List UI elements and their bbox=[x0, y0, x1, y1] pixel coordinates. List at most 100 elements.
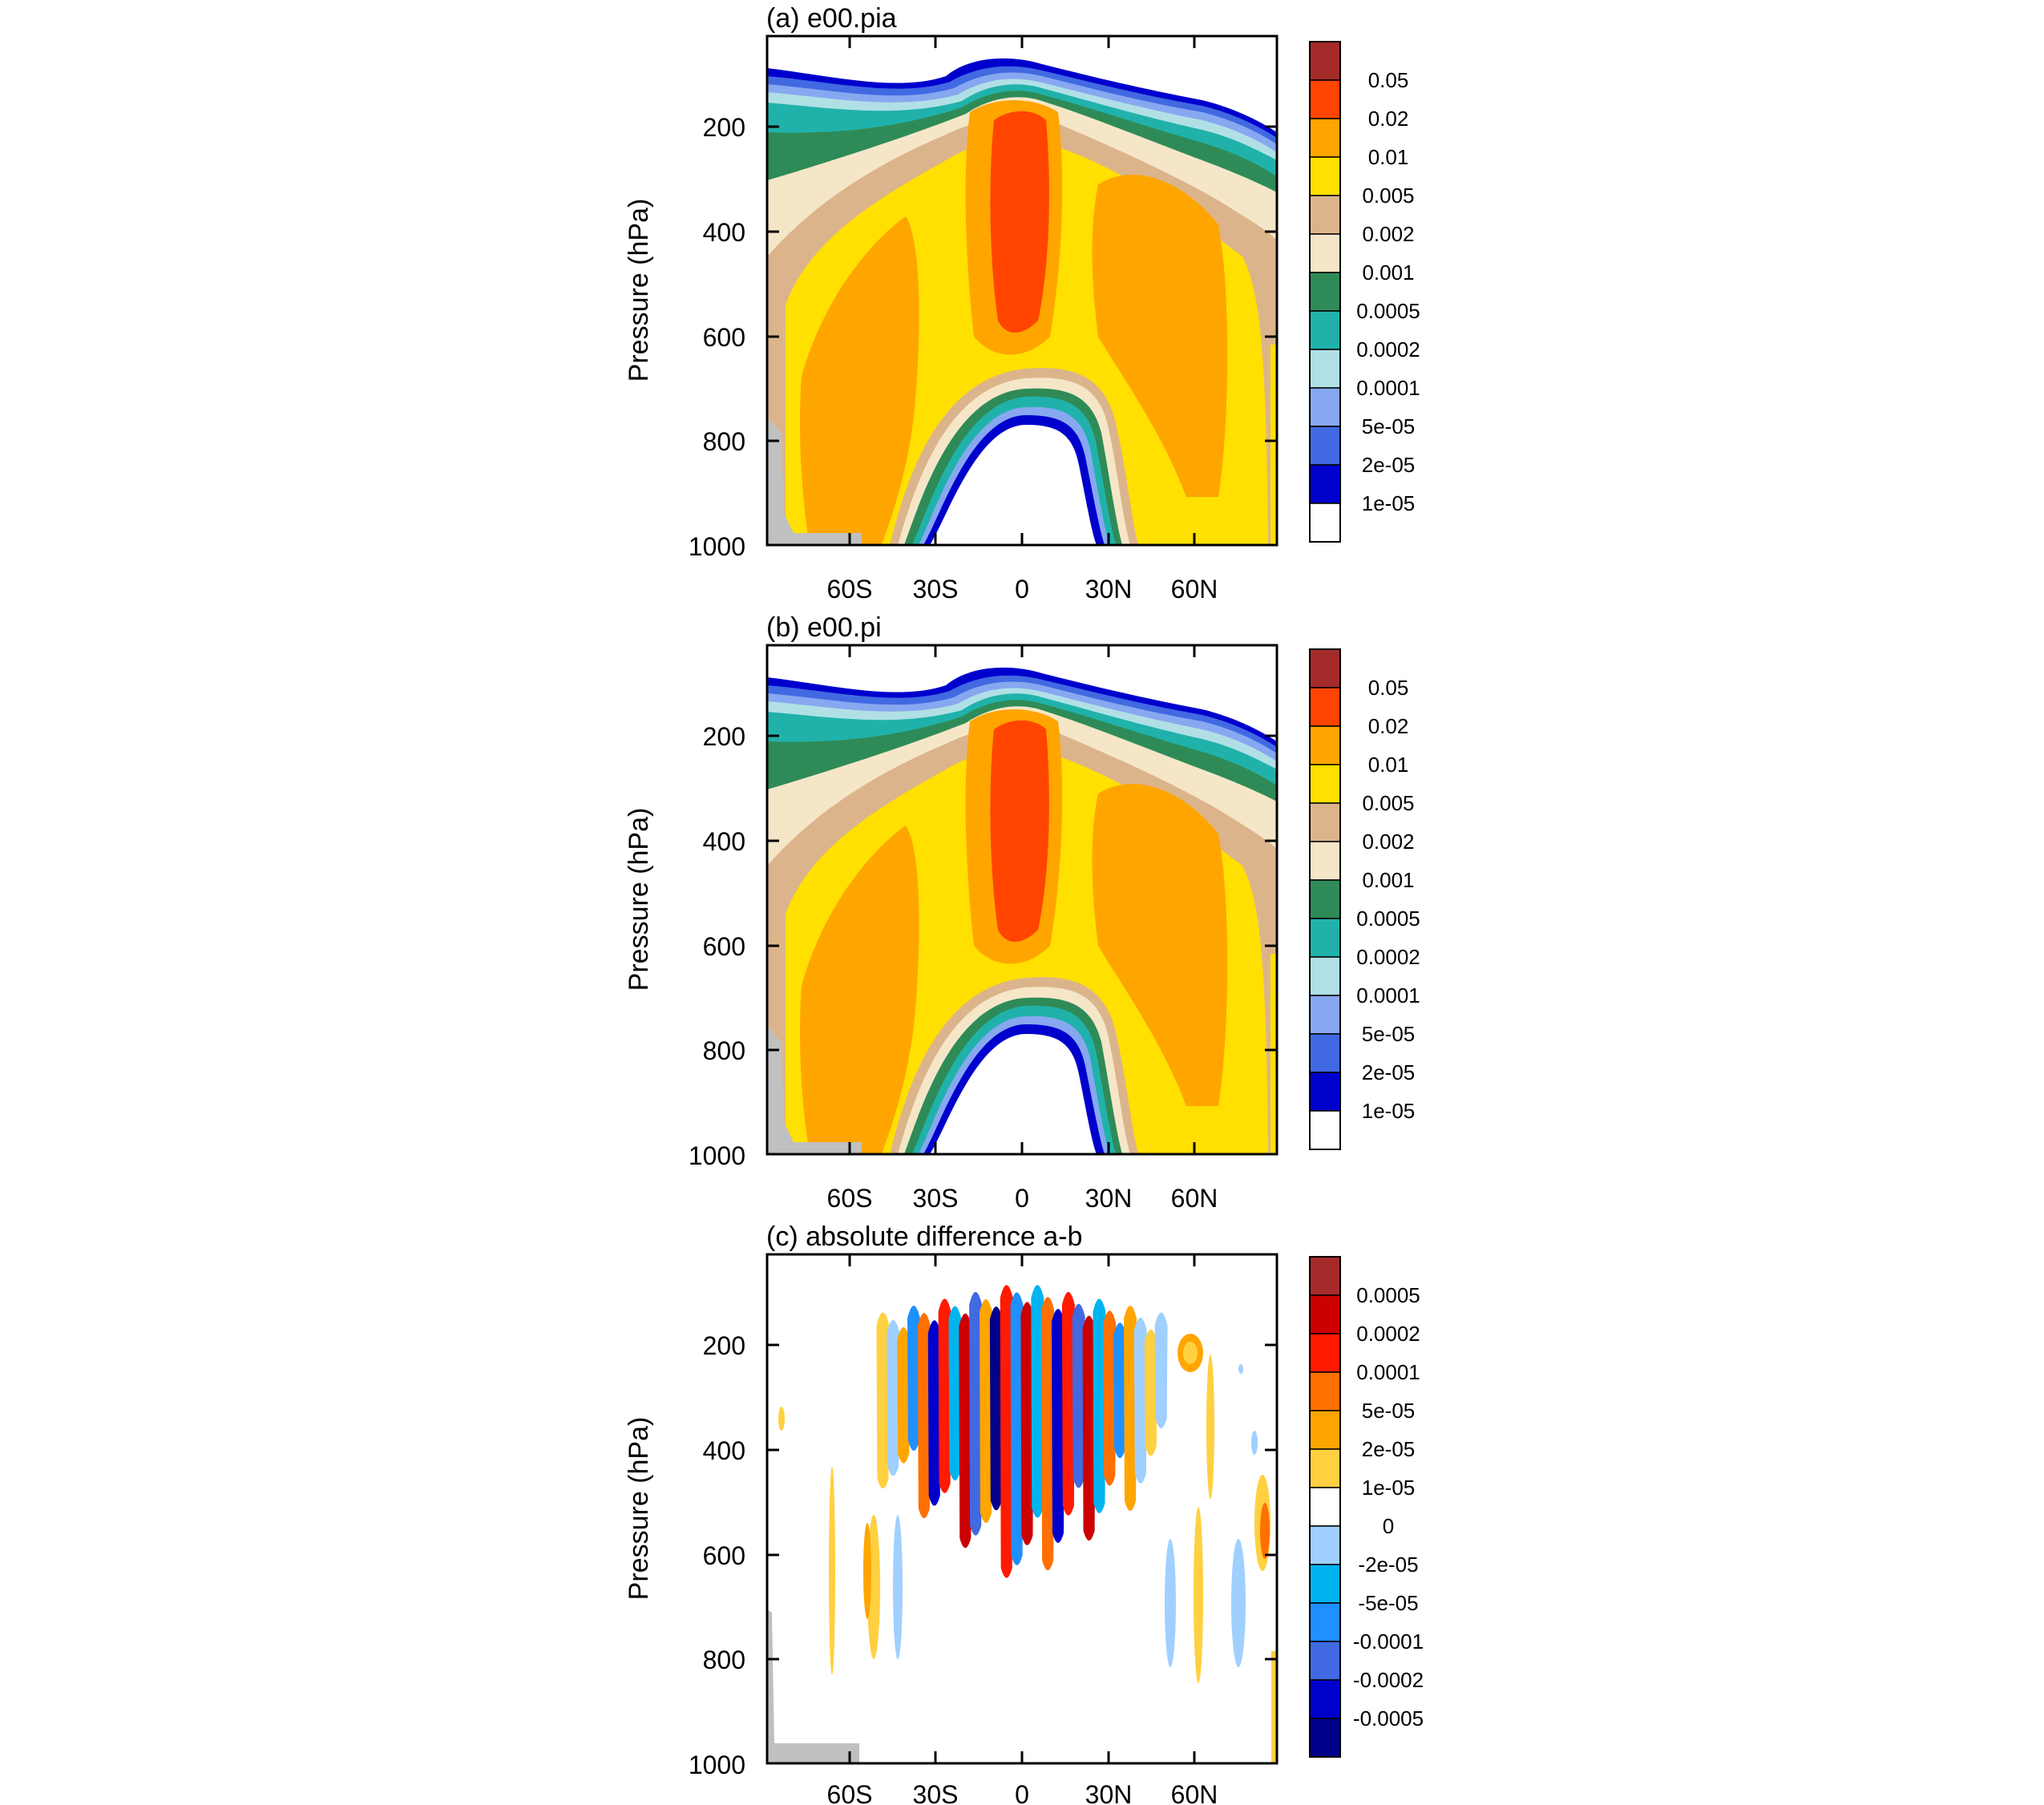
panel-c-colorbar: 0.0005 0.0002 0.0001 5e-05 2e-05 1e-05 0 -2e-05… bbox=[1309, 1256, 1424, 1758]
colorbar-box bbox=[1309, 956, 1341, 996]
colorbar-label: 0.05 bbox=[1368, 68, 1409, 92]
colorbar-label: 0.02 bbox=[1368, 107, 1409, 131]
difference-stripe bbox=[1133, 1317, 1147, 1484]
panel-a-ytick: 600 bbox=[703, 323, 745, 352]
colorbar-label: 0.002 bbox=[1362, 830, 1414, 854]
colorbar-box bbox=[1309, 648, 1341, 688]
colorbar-label: 5e-05 bbox=[1362, 1399, 1416, 1423]
colorbar-box bbox=[1309, 802, 1341, 842]
colorbar-label: 0.002 bbox=[1362, 222, 1414, 246]
panel-b-yaxis: 200 400 600 800 1000 bbox=[689, 722, 1277, 1170]
difference-stripes bbox=[876, 1285, 1168, 1578]
panel-b-ytick: 600 bbox=[703, 932, 745, 961]
panel-b-xtick: 30N bbox=[1085, 1184, 1133, 1213]
panel-a-ylabel: Pressure (hPa) bbox=[624, 199, 654, 382]
colorbar-box bbox=[1309, 118, 1341, 158]
contour-patch bbox=[1260, 1503, 1270, 1559]
colorbar-box bbox=[1309, 1072, 1341, 1112]
difference-stripe bbox=[927, 1320, 941, 1506]
colorbar-box bbox=[1309, 1110, 1341, 1150]
contour-patch bbox=[1206, 1355, 1214, 1499]
contour-band bbox=[1092, 175, 1228, 497]
difference-stripe bbox=[1000, 1285, 1013, 1578]
colorbar-label: 0.0005 bbox=[1356, 1283, 1420, 1307]
colorbar-box bbox=[1309, 503, 1341, 543]
panel-c-xtick: 60N bbox=[1171, 1780, 1218, 1805]
difference-stripe bbox=[969, 1291, 983, 1536]
colorbar-label: -0.0001 bbox=[1353, 1629, 1424, 1654]
panel-a-ytick: 200 bbox=[703, 113, 745, 142]
colorbar-box bbox=[1309, 1525, 1341, 1565]
difference-stripe bbox=[1061, 1291, 1075, 1516]
colorbar-label: 0.0005 bbox=[1356, 299, 1420, 323]
colorbar-label: 2e-05 bbox=[1362, 453, 1416, 477]
difference-stripe bbox=[1154, 1312, 1168, 1429]
colorbar-label: -2e-05 bbox=[1358, 1553, 1418, 1577]
panel-c-xtick: 30N bbox=[1085, 1780, 1133, 1805]
panel-a-ytick: 800 bbox=[703, 427, 745, 456]
difference-stripe bbox=[876, 1312, 890, 1489]
contour-patch bbox=[1165, 1539, 1176, 1667]
difference-stripe bbox=[938, 1298, 951, 1493]
contour-band bbox=[800, 216, 919, 545]
contour-patch bbox=[1238, 1364, 1243, 1374]
colorbar-box bbox=[1309, 1602, 1341, 1642]
colorbar-label: 0.0002 bbox=[1356, 337, 1420, 361]
colorbar-box bbox=[1309, 1333, 1341, 1373]
difference-stripe bbox=[1093, 1298, 1106, 1513]
colorbar-label: 1e-05 bbox=[1362, 1099, 1416, 1123]
colorbar-box bbox=[1309, 687, 1341, 727]
colorbar-box bbox=[1309, 1718, 1341, 1758]
panel-b-ytick: 200 bbox=[703, 722, 745, 751]
panel-b-ylabel: Pressure (hPa) bbox=[624, 808, 654, 991]
panel-c-xaxis: 60S 30S 0 30N 60N bbox=[827, 1254, 1218, 1805]
colorbar-box bbox=[1309, 764, 1341, 804]
colorbar-box bbox=[1309, 349, 1341, 389]
panel-c-ylabel: Pressure (hPa) bbox=[624, 1417, 654, 1601]
panel-c-xtick: 30S bbox=[913, 1780, 959, 1805]
colorbar-label: 0.0002 bbox=[1356, 945, 1420, 969]
colorbar-box bbox=[1309, 464, 1341, 504]
panel-a-xtick: 0 bbox=[1015, 575, 1029, 604]
contour-band bbox=[930, 425, 1097, 545]
topography-mask bbox=[767, 1609, 859, 1763]
colorbar-label: 0.05 bbox=[1368, 676, 1409, 700]
colorbar-label: 0.0005 bbox=[1356, 907, 1420, 931]
colorbar-label: 0.005 bbox=[1362, 184, 1414, 208]
panel-c-contours bbox=[767, 1254, 1277, 1763]
difference-stripe bbox=[897, 1326, 911, 1464]
colorbar-label: 0.0002 bbox=[1356, 1322, 1420, 1346]
colorbar-label: 0.01 bbox=[1368, 145, 1409, 169]
colorbar-box bbox=[1309, 1641, 1341, 1681]
panel-c-ytick: 600 bbox=[703, 1541, 745, 1570]
colorbar-label: 0.0001 bbox=[1356, 983, 1420, 1007]
topography-mask bbox=[767, 417, 862, 545]
difference-stripe bbox=[887, 1319, 900, 1476]
panel-b-contours bbox=[767, 645, 1277, 1154]
difference-stripe bbox=[1052, 1309, 1064, 1543]
colorbar-label: 0.005 bbox=[1362, 791, 1414, 815]
panel-b-xaxis: 60S 30S 0 30N 60N bbox=[827, 645, 1218, 1213]
colorbar-box bbox=[1309, 1448, 1341, 1488]
panel-a-xtick: 30S bbox=[913, 575, 959, 604]
panel-a-xaxis: 60S 30S 0 30N 60N bbox=[827, 36, 1218, 604]
colorbar-box bbox=[1309, 995, 1341, 1035]
difference-stripe bbox=[1072, 1303, 1085, 1488]
difference-stripe bbox=[1144, 1329, 1157, 1456]
difference-stripe bbox=[989, 1306, 1003, 1511]
panel-a-contours bbox=[767, 36, 1277, 545]
panel-c-yaxis: 200 400 600 800 1000 bbox=[689, 1331, 1277, 1779]
difference-stripe bbox=[948, 1306, 962, 1481]
panel-a: (a) e00.pia Pressure (hPa) bbox=[624, 3, 1420, 604]
colorbar-box bbox=[1309, 79, 1341, 119]
panel-b: (b) e00.pi Pressure (hPa) bbox=[624, 612, 1420, 1213]
colorbar-label: 0.01 bbox=[1368, 753, 1409, 777]
panel-a-colorbar: 0.05 0.02 0.01 0.005 0.002 0.001 0.0005 0.0002 0… bbox=[1309, 41, 1420, 543]
panel-a-xtick: 30N bbox=[1085, 575, 1133, 604]
colorbar-box bbox=[1309, 195, 1341, 235]
colorbar-box bbox=[1309, 41, 1341, 81]
panel-c-title: (c) absolute difference a-b bbox=[766, 1222, 1082, 1252]
colorbar-label: -0.0005 bbox=[1353, 1706, 1424, 1730]
colorbar-box bbox=[1309, 879, 1341, 919]
colorbar-label: -0.0002 bbox=[1353, 1668, 1424, 1692]
